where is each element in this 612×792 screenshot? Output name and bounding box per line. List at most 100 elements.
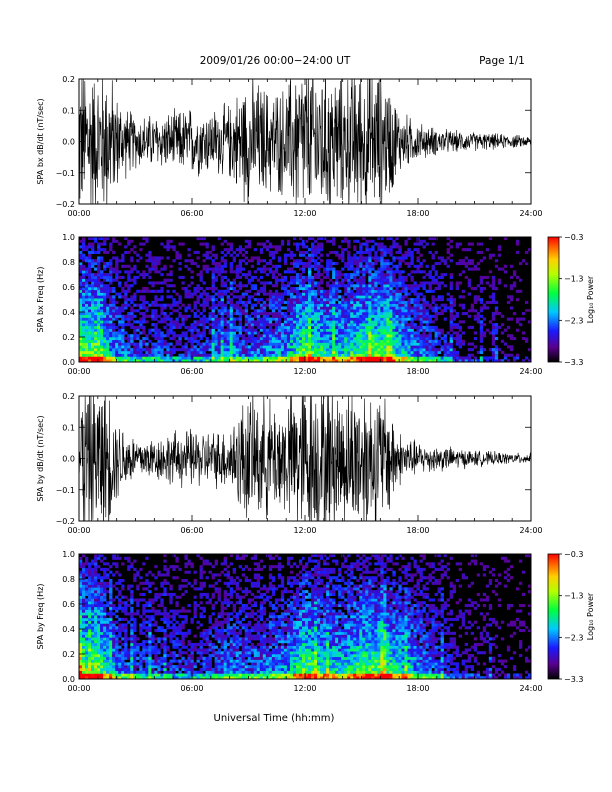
spectrogram-cell bbox=[229, 345, 233, 349]
spectrogram-cell bbox=[320, 325, 324, 329]
spectrogram-cell bbox=[256, 356, 261, 360]
spectrogram-cell bbox=[386, 300, 390, 304]
spectrogram-cell bbox=[112, 348, 116, 352]
spectrogram-cell bbox=[121, 339, 125, 343]
spectrogram-cell bbox=[380, 262, 384, 266]
spectrogram-cell bbox=[329, 300, 333, 304]
spectrogram-cell bbox=[265, 331, 270, 335]
spectrogram-cell bbox=[265, 312, 270, 316]
spectrogram-cell bbox=[335, 339, 339, 343]
spectrogram-cell bbox=[271, 323, 276, 327]
spectrogram-cell bbox=[286, 298, 291, 302]
spectrogram-cell bbox=[100, 298, 104, 302]
spectrogram-cell bbox=[404, 253, 408, 257]
spectrogram-cell bbox=[434, 342, 438, 346]
spectrogram-cell bbox=[416, 337, 420, 341]
spectrogram-cell bbox=[214, 350, 218, 354]
spectrogram-cell bbox=[259, 325, 264, 329]
spectrogram-cell bbox=[422, 328, 426, 332]
spectrogram-cell bbox=[253, 309, 258, 313]
spectrogram-cell bbox=[350, 350, 354, 354]
spectrogram-cell bbox=[371, 292, 375, 296]
spectrogram-cell bbox=[259, 287, 264, 291]
spectrogram-cell bbox=[386, 298, 390, 302]
spectrogram-cell bbox=[317, 345, 321, 349]
spectrogram-cell bbox=[434, 331, 438, 335]
spectrogram-cell bbox=[437, 284, 441, 288]
spectrogram-cell bbox=[356, 273, 360, 277]
spectrogram-cell bbox=[235, 317, 239, 321]
spectrogram-cell bbox=[169, 273, 173, 277]
spectrogram-cell bbox=[449, 275, 453, 279]
spectrogram-cell bbox=[368, 339, 372, 343]
spectrogram-cell bbox=[305, 359, 309, 363]
spectrogram-cell bbox=[97, 584, 101, 588]
spectrogram-cell bbox=[220, 331, 224, 335]
spectrogram-cell bbox=[88, 665, 92, 669]
spectrogram-cell bbox=[262, 300, 267, 304]
spectrogram-cell bbox=[142, 306, 146, 310]
spectrogram-cell bbox=[398, 337, 402, 341]
spectrogram-cell bbox=[482, 331, 487, 335]
spectrogram-cell bbox=[386, 273, 390, 277]
spectrogram-cell bbox=[85, 317, 89, 321]
spectrogram-cell bbox=[118, 284, 122, 288]
spectrogram-cell bbox=[82, 339, 86, 343]
spectrogram-cell bbox=[344, 284, 348, 288]
spectrogram-cell bbox=[115, 267, 119, 271]
spectrogram-cell bbox=[205, 295, 209, 299]
spectrogram-cell bbox=[362, 359, 366, 363]
spectrogram-cell bbox=[265, 248, 270, 252]
spectrogram-cell bbox=[118, 323, 122, 327]
spectrogram-cell bbox=[94, 606, 98, 610]
spectrogram-cell bbox=[259, 250, 264, 254]
spectrogram-cell bbox=[184, 292, 188, 296]
spectrogram-cell bbox=[308, 303, 312, 307]
spectrogram-cell bbox=[416, 264, 420, 268]
spectrogram-cell bbox=[386, 320, 390, 324]
spectrogram-cell bbox=[256, 331, 261, 335]
spectrogram-cell bbox=[160, 337, 164, 341]
spectrogram-cell bbox=[121, 617, 125, 621]
spectrogram-cell bbox=[97, 573, 101, 577]
spectrogram-cell bbox=[196, 323, 200, 327]
spectrogram-cell bbox=[106, 334, 110, 338]
spectrogram-cell bbox=[317, 342, 321, 346]
spectrogram-cell bbox=[365, 242, 369, 246]
spectrogram-cell bbox=[151, 262, 155, 266]
spectrogram-cell bbox=[163, 245, 167, 249]
spectrogram-cell bbox=[341, 337, 345, 341]
spectrogram-cell bbox=[262, 309, 267, 313]
spectrogram-cell bbox=[389, 337, 393, 341]
spectrogram-cell bbox=[220, 295, 224, 299]
spectrogram-cell bbox=[301, 270, 306, 274]
spectrogram-cell bbox=[106, 320, 110, 324]
spectrogram-cell bbox=[329, 306, 333, 310]
spectrogram-cell bbox=[308, 348, 312, 352]
spectrogram-cell bbox=[226, 348, 230, 352]
spectrogram-cell bbox=[377, 328, 381, 332]
spectrogram-cell bbox=[383, 289, 387, 293]
spectrogram-cell bbox=[82, 342, 86, 346]
spectrogram-cell bbox=[335, 342, 339, 346]
spectrogram-cell bbox=[100, 281, 104, 285]
spectrogram-cell bbox=[274, 350, 279, 354]
spectrogram-cell bbox=[292, 342, 297, 346]
spectrogram-cell bbox=[416, 256, 420, 260]
spectrogram-cell bbox=[440, 309, 444, 313]
spectrogram-cell bbox=[308, 353, 312, 357]
spectrogram-cell bbox=[292, 314, 297, 318]
spectrogram-cell bbox=[106, 604, 110, 608]
spectrogram-cell bbox=[109, 670, 113, 674]
spectrogram-cell bbox=[256, 259, 261, 263]
spectrogram-cell bbox=[335, 325, 339, 329]
spectrogram-cell bbox=[88, 259, 92, 263]
spectrogram-cell bbox=[416, 312, 420, 316]
spectrogram-cell bbox=[115, 256, 119, 260]
spectrogram-cell bbox=[223, 345, 227, 349]
spectrogram-cell bbox=[247, 259, 252, 263]
spectrogram-cell bbox=[289, 331, 294, 335]
spectrogram-cell bbox=[103, 606, 107, 610]
spectrogram-cell bbox=[362, 303, 366, 307]
spectrogram-cell bbox=[262, 342, 267, 346]
